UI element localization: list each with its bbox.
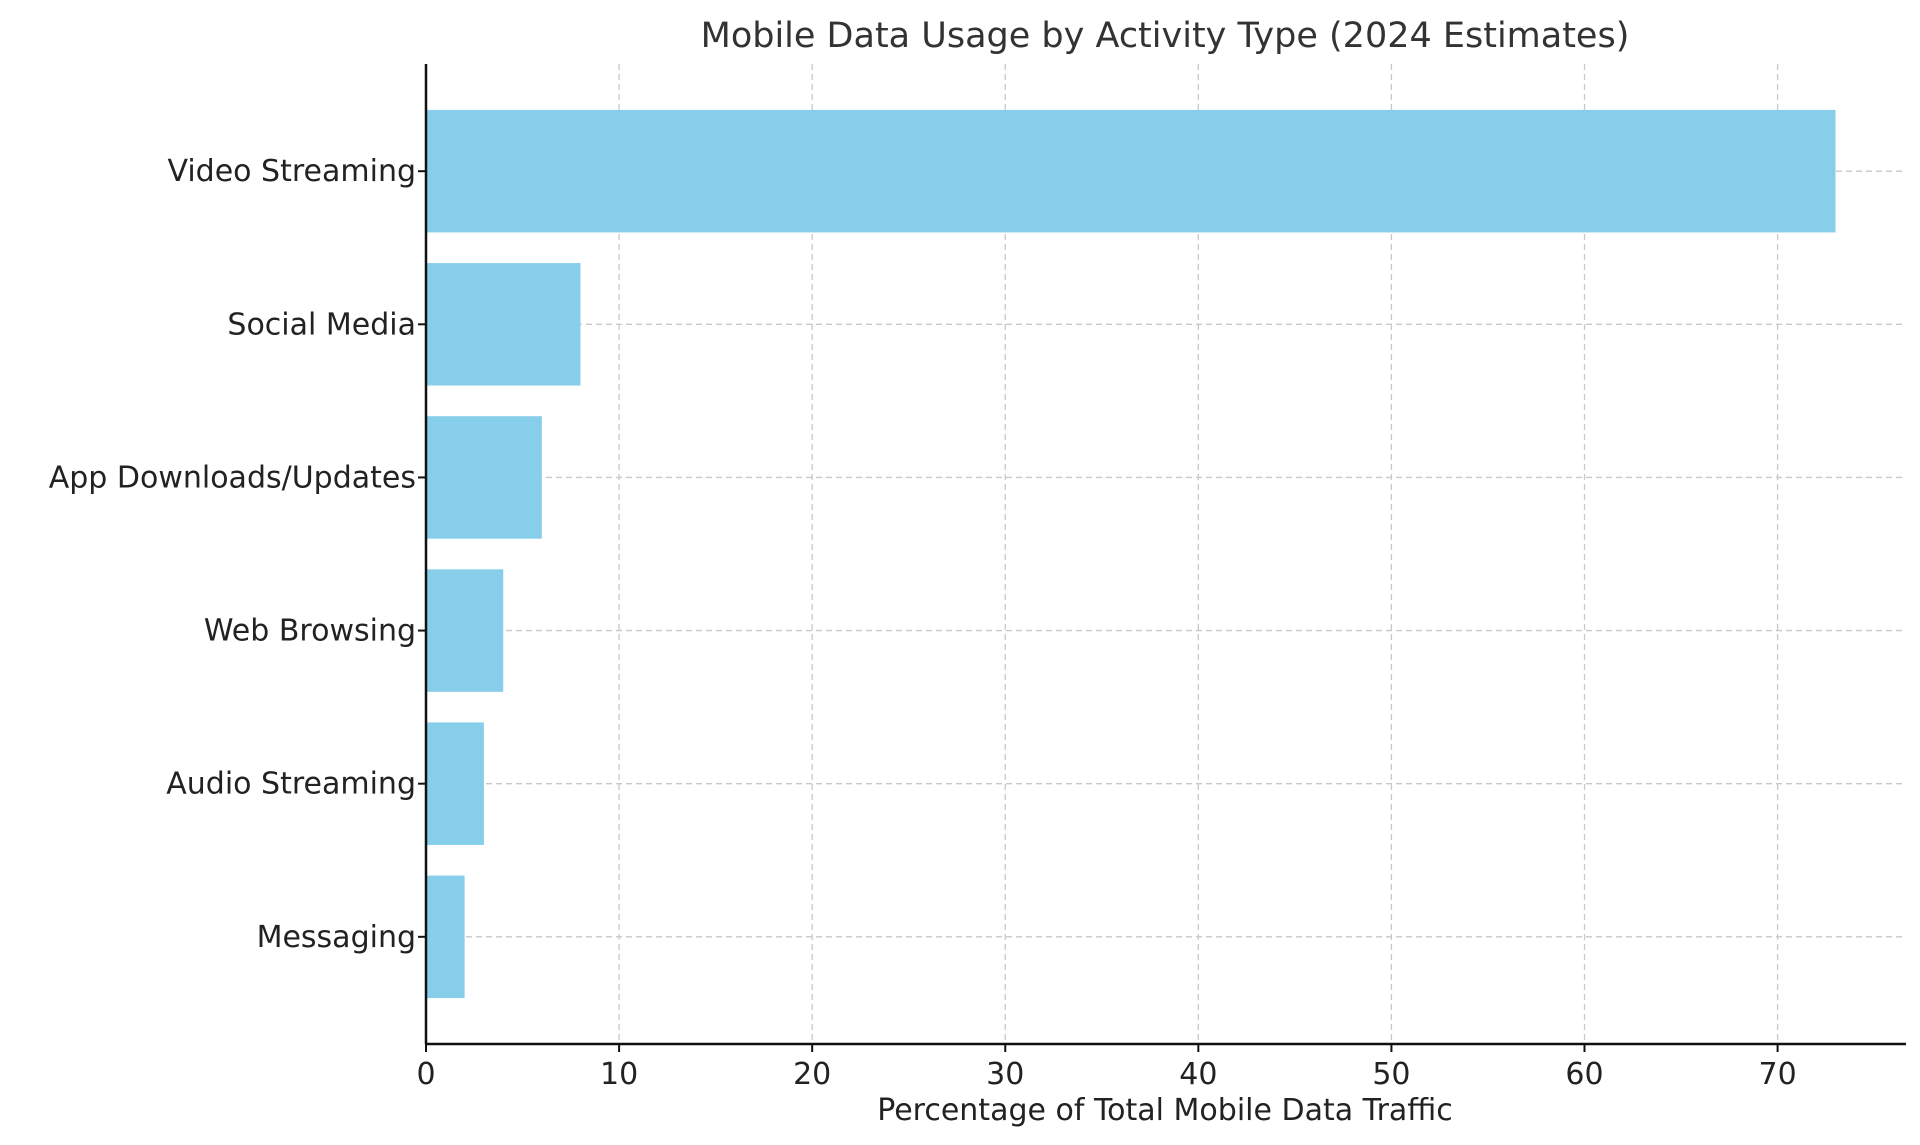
category-label: App Downloads/Updates bbox=[49, 460, 416, 495]
x-tick-label: 70 bbox=[1759, 1057, 1797, 1092]
x-tick-label: 0 bbox=[416, 1057, 435, 1092]
bar bbox=[426, 722, 484, 845]
x-tick-label: 50 bbox=[1372, 1057, 1410, 1092]
bar bbox=[426, 416, 542, 539]
x-tick-label: 60 bbox=[1565, 1057, 1603, 1092]
category-label: Web Browsing bbox=[204, 614, 416, 649]
category-label: Audio Streaming bbox=[166, 767, 416, 802]
category-label: Messaging bbox=[257, 920, 416, 955]
x-tick-label: 40 bbox=[1179, 1057, 1217, 1092]
x-tick-label: 30 bbox=[986, 1057, 1024, 1092]
bar bbox=[426, 875, 465, 999]
x-tick-label: 20 bbox=[793, 1057, 831, 1092]
bar bbox=[426, 569, 504, 692]
category-label: Social Media bbox=[227, 307, 416, 342]
bar bbox=[426, 263, 581, 386]
x-tick-label: 10 bbox=[600, 1057, 638, 1092]
chart-title: Mobile Data Usage by Activity Type (2024… bbox=[701, 16, 1630, 56]
bars bbox=[426, 109, 1836, 999]
category-label: Video Streaming bbox=[167, 154, 416, 189]
x-ticks: 0 10 20 30 40 50 60 70 bbox=[416, 1044, 1797, 1092]
x-axis-label: Percentage of Total Mobile Data Traffic bbox=[877, 1093, 1453, 1128]
category-labels: Video Streaming Social Media App Downloads… bbox=[49, 154, 426, 955]
axes bbox=[424, 64, 1906, 1046]
bar bbox=[426, 109, 1836, 233]
